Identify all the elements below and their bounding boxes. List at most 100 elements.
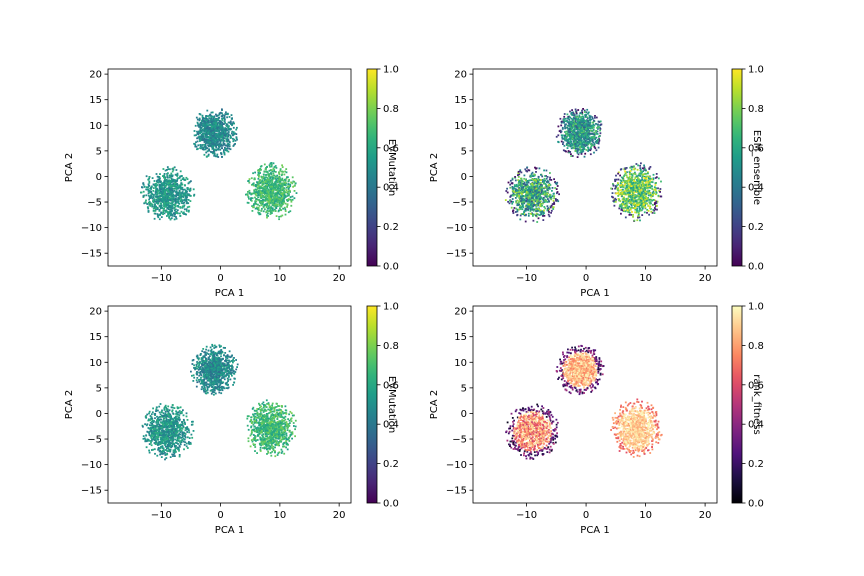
scatter-point (515, 188, 518, 191)
scatter-point (507, 200, 509, 203)
scatter-point (176, 178, 179, 181)
scatter-point (225, 124, 228, 127)
scatter-point (573, 138, 575, 141)
scatter-point (537, 187, 540, 190)
scatter-point (198, 113, 201, 115)
scatter-point (579, 148, 582, 151)
scatter-point (173, 183, 175, 186)
scatter-point (596, 141, 598, 144)
scatter-point (187, 210, 190, 213)
scatter-point (280, 179, 283, 182)
scatter-point (531, 189, 533, 192)
scatter-point (546, 176, 549, 178)
scatter-point (517, 188, 520, 191)
scatter-point (580, 116, 582, 118)
scatter-point (198, 130, 201, 133)
scatter-point (566, 113, 569, 116)
scatter-point (166, 195, 168, 198)
scatter-point (518, 184, 521, 187)
scatter-point (281, 177, 284, 180)
scatter-point (205, 155, 208, 158)
scatter-point (219, 136, 222, 139)
scatter-point (217, 143, 219, 145)
scatter-point (279, 168, 282, 170)
scatter-point (165, 180, 167, 183)
scatter-point (637, 211, 640, 214)
scatter-point (285, 191, 288, 194)
scatter-point (538, 194, 540, 197)
scatter-point (281, 188, 283, 191)
scatter-point (281, 198, 284, 201)
scatter-point (278, 215, 280, 218)
scatter-point (208, 145, 211, 148)
scatter-point (570, 112, 573, 115)
scatter-point (624, 216, 627, 219)
scatter-point (162, 192, 165, 195)
scatter-point (578, 148, 581, 151)
scatter-point (653, 212, 656, 214)
scatter-point (597, 146, 600, 149)
scatter-point (547, 199, 550, 202)
scatter-point (626, 176, 629, 179)
scatter-point (520, 206, 523, 209)
scatter-point (511, 198, 514, 200)
scatter-point (571, 114, 574, 117)
scatter-point (535, 189, 538, 192)
scatter-point (207, 141, 210, 143)
scatter-point (278, 180, 281, 183)
scatter-point (548, 195, 551, 198)
scatter-point (170, 184, 173, 187)
scatter-point (580, 137, 583, 139)
scatter-point (540, 181, 542, 184)
scatter-point (572, 144, 575, 146)
scatter-point (589, 140, 592, 143)
scatter-point (218, 123, 221, 125)
scatter-point (277, 199, 279, 202)
scatter-point (197, 147, 199, 150)
scatter-point (207, 153, 210, 156)
scatter-point (535, 182, 538, 184)
scatter-point (553, 178, 555, 181)
scatter-point (158, 185, 161, 188)
scatter-point (515, 207, 518, 210)
scatter-point (274, 183, 277, 185)
scatter-point (169, 204, 171, 207)
scatter-point (569, 129, 572, 131)
scatter-point (549, 193, 551, 196)
scatter-point (581, 125, 584, 128)
x-axis-label: PCA 1 (215, 288, 244, 299)
scatter-point (164, 186, 167, 189)
scatter-point (581, 113, 584, 115)
scatter-point (268, 204, 271, 206)
scatter-point (160, 183, 163, 186)
scatter-point (276, 174, 279, 177)
scatter-point (618, 199, 620, 202)
scatter-point (556, 185, 559, 187)
scatter-point (563, 115, 566, 118)
scatter-point (199, 144, 202, 146)
scatter-point (163, 189, 166, 192)
scatter-point (532, 219, 535, 222)
scatter-point (573, 128, 575, 131)
scatter-point (160, 204, 163, 207)
scatter-point (247, 196, 250, 198)
scatter-point (541, 188, 543, 191)
scatter-point (533, 202, 536, 205)
scatter-point (593, 145, 596, 148)
scatter-point (198, 124, 201, 127)
scatter-point (270, 206, 272, 208)
scatter-point (290, 200, 293, 203)
scatter-point (274, 177, 277, 180)
scatter-point (255, 207, 258, 210)
scatter-point (567, 117, 570, 120)
scatter-point (539, 210, 542, 213)
scatter-point (600, 123, 602, 126)
scatter-point (258, 170, 261, 172)
scatter-point (208, 128, 210, 131)
scatter-point (153, 217, 156, 220)
scatter-point (173, 218, 176, 221)
scatter-point (173, 209, 176, 212)
scatter-point (531, 202, 534, 204)
scatter-point (159, 188, 162, 190)
scatter-point (270, 162, 273, 164)
